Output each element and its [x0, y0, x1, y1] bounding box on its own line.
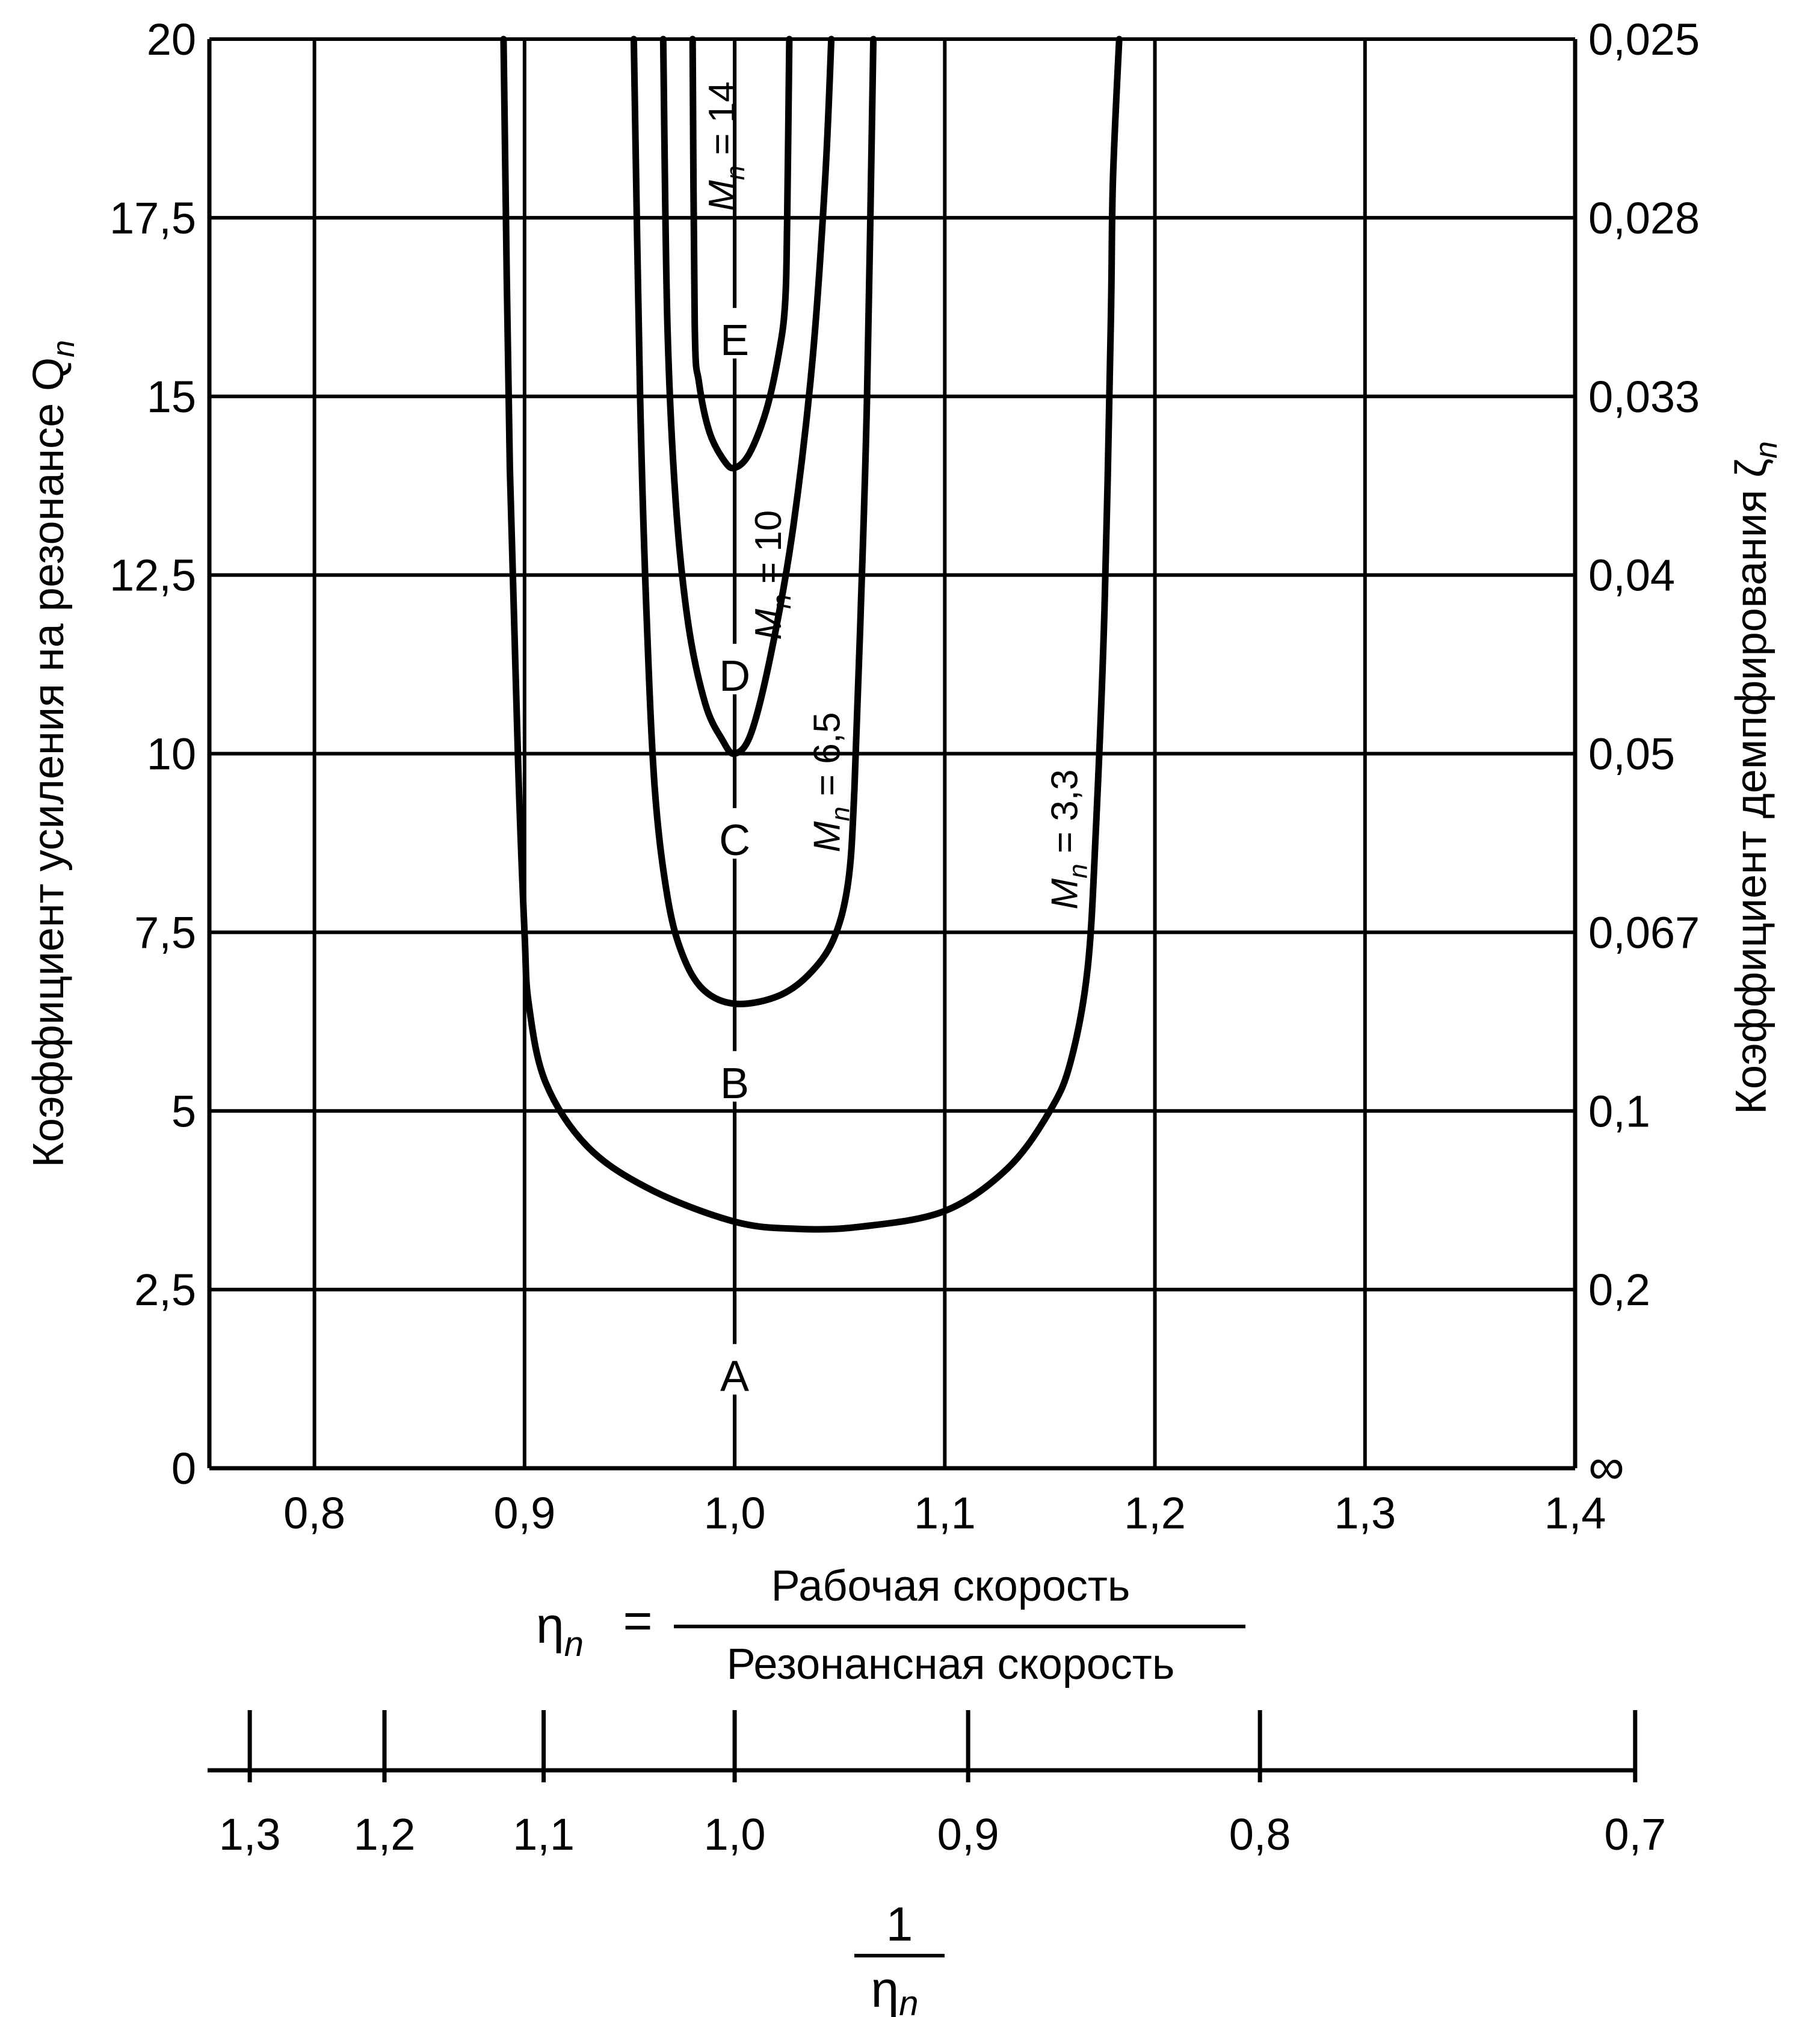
secondary-x-axis: 1,3 1,2 1,1 1,0 0,9 0,8 0,7 1 ηn — [208, 1710, 1666, 2017]
x2-tick-label: 1,3 — [219, 1809, 281, 1859]
zone-label-bg — [714, 643, 756, 694]
y-tick-label: 10 — [147, 729, 196, 779]
series-label-text: Mn = 14 — [702, 81, 750, 211]
y-tick-label: 20 — [147, 14, 196, 64]
plot-frame — [207, 37, 1578, 1471]
x-tick-label: 1,0 — [704, 1488, 766, 1538]
x-label-denominator: Резонансная скорость — [727, 1640, 1175, 1688]
y2-tick-label: 0,033 — [1588, 372, 1700, 422]
x-tick-label: 0,8 — [283, 1488, 345, 1538]
series-curve-1 — [500, 36, 1123, 1233]
y-tick-label: 2,5 — [134, 1265, 196, 1315]
series-label-text: Mn = 10 — [748, 510, 797, 640]
series-label-1: Mn = 3,3 — [1044, 770, 1093, 910]
y-tick-label: 17,5 — [110, 193, 196, 243]
y2-tick-label: ∞ — [1588, 1438, 1624, 1495]
x-tick-label: 1,2 — [1124, 1488, 1186, 1538]
x-tick-label: 0,9 — [493, 1488, 555, 1538]
x2-tick-label: 0,8 — [1229, 1809, 1291, 1859]
series-label-3: Mn = 10 — [748, 510, 797, 640]
grid — [209, 37, 1577, 1470]
x2-tick-label: 1,1 — [513, 1809, 575, 1859]
x-tick-labels: 0,8 0,9 1,0 1,1 1,2 1,3 1,4 — [283, 1488, 1606, 1538]
x2-tick-label: 0,7 — [1604, 1809, 1666, 1859]
zone-label-b: B — [720, 1060, 749, 1108]
y2-tick-label: 0,1 — [1588, 1086, 1650, 1136]
series-curve-4 — [689, 36, 793, 472]
y-tick-label: 0 — [171, 1444, 196, 1493]
series-curve-3 — [659, 36, 835, 758]
x2-tick-label: 1,2 — [354, 1809, 416, 1859]
series-label-2: Mn = 6,5 — [807, 712, 856, 853]
x2-label-denominator: ηn — [871, 1961, 919, 2017]
x2-label-numerator: 1 — [886, 1897, 913, 1951]
series-label-text: Mn = 6,5 — [807, 712, 856, 853]
x-label-numerator: Рабочая скорость — [771, 1562, 1131, 1610]
y2-axis-label-text: Коэффициент демпфирования ζn — [1727, 441, 1784, 1114]
series-curve-2 — [630, 36, 877, 1007]
zone-label-d: D — [719, 652, 750, 700]
series-curves: Mn = 3,3 Mn = 6,5 Mn = 10 Mn = 14 — [500, 36, 1123, 1233]
y2-tick-label: 0,028 — [1588, 193, 1700, 243]
y2-tick-label: 0,04 — [1588, 551, 1675, 601]
x2-tick-label: 0,9 — [937, 1809, 999, 1859]
y-tick-labels: 0 2,5 5 7,5 10 12,5 15 17,5 20 — [110, 14, 196, 1493]
y-tick-label: 5 — [171, 1086, 196, 1136]
x-tick-label: 1,4 — [1544, 1488, 1606, 1538]
zone-label-bg — [714, 1344, 756, 1395]
zone-label-bg — [714, 307, 756, 359]
x-tick-label: 1,1 — [914, 1488, 976, 1538]
axis-labels: Коэффициент усиления на резонансе Qn Коэф… — [25, 340, 1784, 1688]
zone-label-bg — [714, 808, 756, 859]
y2-tick-label: 0,05 — [1588, 729, 1675, 779]
y2-axis-label: Коэффициент демпфирования ζn — [1727, 441, 1784, 1114]
zone-label-c: C — [719, 817, 750, 865]
zone-label-e: E — [720, 317, 749, 365]
y-axis-label-text: Коэффициент усиления на резонансе Qn — [25, 340, 81, 1167]
y-tick-label: 12,5 — [110, 551, 196, 601]
x2-tick-label: 1,0 — [704, 1809, 766, 1859]
y2-tick-label: 0,067 — [1588, 907, 1700, 957]
x-label-eta: ηn — [536, 1597, 584, 1664]
zone-label-a: A — [720, 1353, 749, 1401]
y2-tick-labels: ∞ 0,2 0,1 0,067 0,05 0,04 0,033 0,028 0,025 — [1588, 14, 1700, 1495]
y2-tick-label: 0,025 — [1588, 14, 1700, 64]
x-tick-label: 1,3 — [1334, 1488, 1396, 1538]
y-axis-label: Коэффициент усиления на резонансе Qn — [25, 340, 81, 1167]
series-label-4: Mn = 14 — [702, 81, 750, 211]
x-label-equals: = — [623, 1592, 652, 1649]
y2-tick-label: 0,2 — [1588, 1265, 1650, 1315]
y-tick-label: 15 — [147, 372, 196, 422]
y-tick-label: 7,5 — [134, 907, 196, 957]
zone-label-bg — [714, 1051, 756, 1102]
series-label-text: Mn = 3,3 — [1044, 770, 1093, 910]
